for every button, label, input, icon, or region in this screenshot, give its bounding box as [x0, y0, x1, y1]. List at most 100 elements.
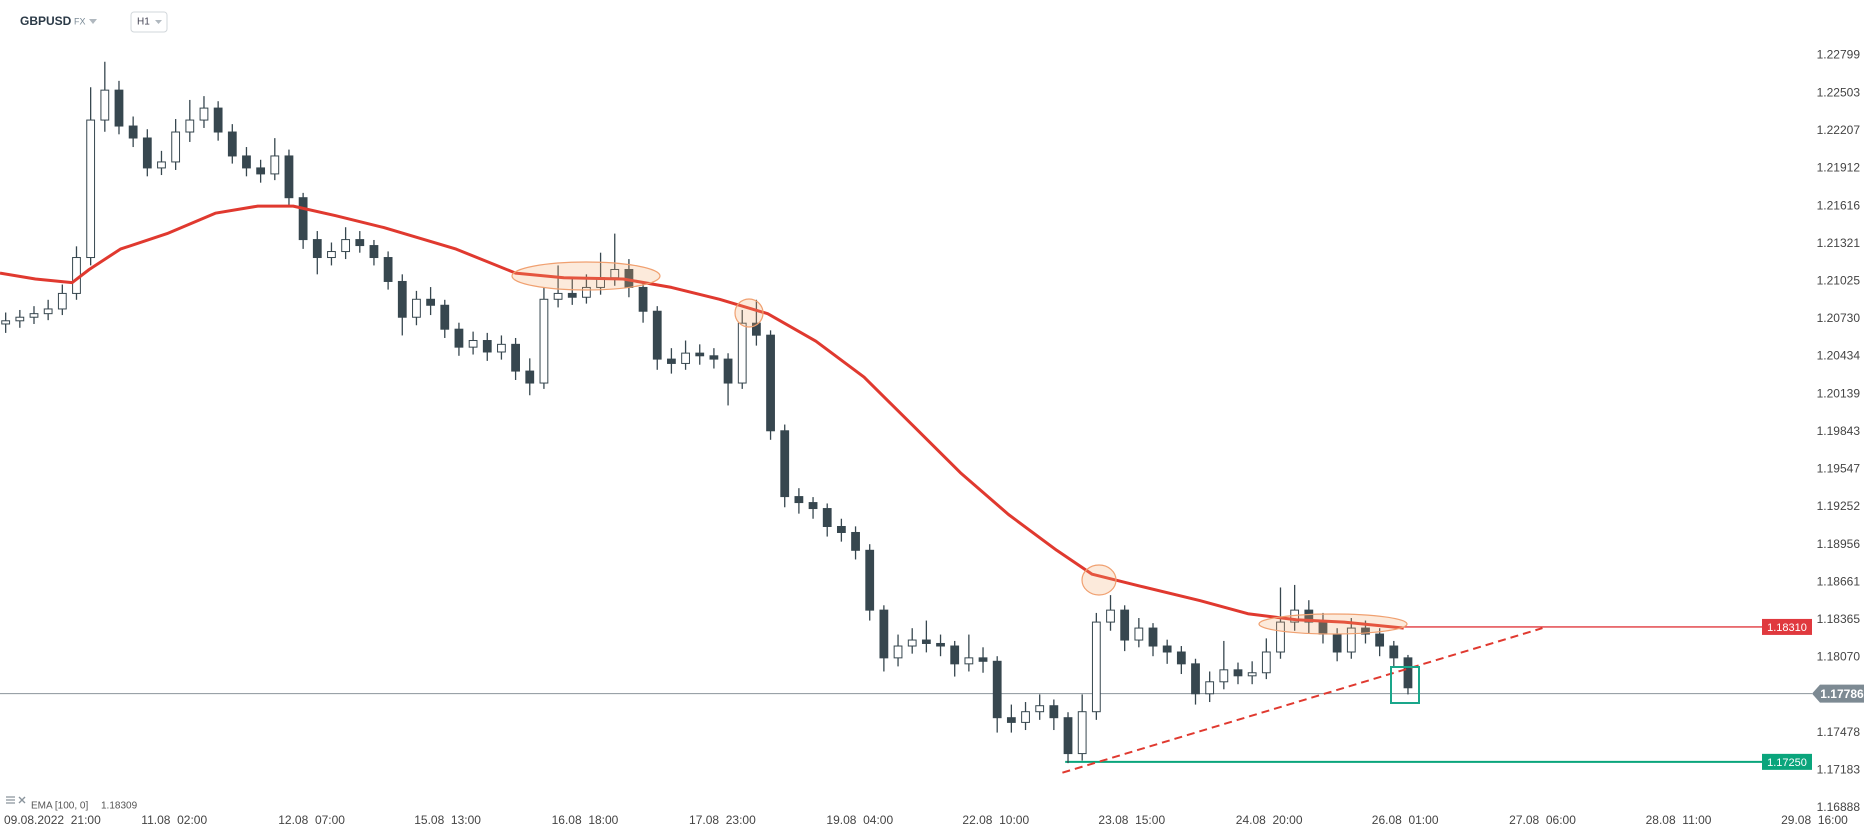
candle-body	[341, 239, 351, 253]
candle-body	[100, 89, 110, 121]
y-tick-label: 1.20434	[1817, 349, 1861, 363]
y-tick-label: 1.22799	[1817, 48, 1861, 62]
y-tick-label: 1.19547	[1817, 462, 1861, 476]
y-tick-label: 1.19252	[1817, 499, 1861, 513]
highlight-ellipse	[1081, 564, 1117, 596]
candle-body	[426, 298, 436, 306]
y-tick-label: 1.21025	[1817, 274, 1861, 288]
candle-body	[851, 531, 860, 551]
timeframe-box[interactable]	[130, 11, 168, 33]
y-tick-label: 1.18365	[1817, 612, 1861, 626]
candle-body	[553, 292, 563, 300]
candle-body	[242, 155, 251, 169]
candle-body	[440, 304, 450, 330]
candle-body	[1106, 609, 1115, 623]
plot-area: 1.22799 1.22503 1.22207 1.21912 1.21616 1.213…	[0, 48, 1860, 827]
level-label: 1.18310	[1767, 622, 1807, 634]
candle-body	[1176, 651, 1186, 665]
candle-body	[539, 298, 549, 384]
y-tick-label: 1.17183	[1817, 763, 1861, 777]
y-tick-label: 1.18070	[1817, 650, 1861, 664]
candle-body	[43, 308, 53, 315]
candle-body	[950, 645, 960, 665]
close-icon[interactable]	[18, 796, 26, 804]
indicator-value: 1.18309	[101, 801, 138, 812]
symbol[interactable]: GBPUSD	[20, 14, 72, 28]
candle-body	[171, 131, 181, 163]
candle-body	[185, 119, 195, 133]
candle-body	[256, 167, 266, 175]
x-tick-label: 28.08 11:00	[1646, 813, 1712, 827]
y-tick-label: 1.20139	[1817, 386, 1861, 400]
x-tick-label: 29.08 16:00	[1781, 813, 1848, 827]
y-tick-label: 1.21321	[1817, 236, 1861, 250]
candle-body	[298, 197, 308, 241]
x-tick-label: 23.08 15:00	[1098, 813, 1165, 827]
y-tick-label: 1.16888	[1817, 800, 1861, 814]
x-tick-label: 27.08 06:00	[1509, 813, 1576, 827]
candle-body	[1247, 672, 1257, 677]
candle-body	[836, 525, 846, 533]
candle-body	[1006, 717, 1016, 723]
candle-body	[1304, 609, 1314, 623]
level-label-box	[1762, 753, 1812, 770]
x-tick-label: 15.08 13:00	[414, 813, 481, 827]
highlight-box	[1390, 666, 1420, 704]
x-tick-label: 26.08 01:00	[1372, 813, 1439, 827]
candle-body	[921, 639, 931, 644]
candle-body	[709, 355, 719, 360]
candle-body	[1162, 645, 1172, 653]
candle-body	[752, 322, 761, 336]
ema-line	[0, 204, 1404, 630]
candle-body	[964, 657, 974, 665]
candle-body	[780, 430, 790, 498]
candle-body	[1120, 609, 1130, 641]
x-tick-label: 22.08 10:00	[962, 813, 1029, 827]
candle-body	[681, 352, 690, 364]
candle-body	[468, 340, 478, 348]
market-dropdown[interactable]	[89, 19, 97, 24]
candle-body	[766, 334, 775, 432]
indicator-label: EMA [100, 0]	[31, 801, 88, 812]
candle-body	[213, 107, 223, 133]
candle-body	[1276, 621, 1285, 653]
candle-body	[865, 549, 875, 611]
level-label: 1.17250	[1767, 757, 1807, 769]
candle-body	[15, 316, 25, 322]
candle-body	[1035, 705, 1045, 713]
candle-body	[1091, 621, 1101, 713]
x-tick-label: 24.08 20:00	[1236, 813, 1303, 827]
candle-body	[936, 642, 945, 647]
y-tick-label: 1.18956	[1817, 537, 1861, 551]
candle-body	[822, 508, 832, 527]
candle-body	[86, 119, 96, 259]
candle-body	[567, 292, 577, 298]
x-tick-label: 16.08 18:00	[552, 813, 619, 827]
candle-body	[525, 370, 535, 384]
y-tick-label: 1.21912	[1817, 161, 1861, 175]
candle-body	[157, 161, 166, 169]
candle-body	[1191, 663, 1200, 695]
candle-body	[511, 343, 520, 372]
candle-body	[667, 358, 676, 364]
candle-body	[794, 496, 804, 504]
candle-body	[1063, 717, 1073, 755]
candle-body	[355, 239, 365, 247]
x-tick-label: 12.08 07:00	[278, 813, 345, 827]
candle-body	[652, 310, 662, 360]
x-tick-label: 19.08 04:00	[826, 813, 893, 827]
y-tick-label: 1.19843	[1817, 424, 1861, 438]
candle-body	[978, 657, 988, 662]
candle-body	[879, 609, 889, 659]
candle-body	[1134, 627, 1144, 641]
candle-body	[1021, 711, 1030, 723]
menu-icon[interactable]	[6, 796, 15, 804]
candle-body	[369, 245, 379, 259]
timeframe[interactable]: H1	[137, 17, 150, 28]
x-tick-label: 17.08 23:00	[689, 813, 756, 827]
y-tick-label: 1.17478	[1817, 725, 1861, 739]
candle-body	[1346, 627, 1356, 653]
indicator-icons[interactable]	[6, 796, 26, 804]
